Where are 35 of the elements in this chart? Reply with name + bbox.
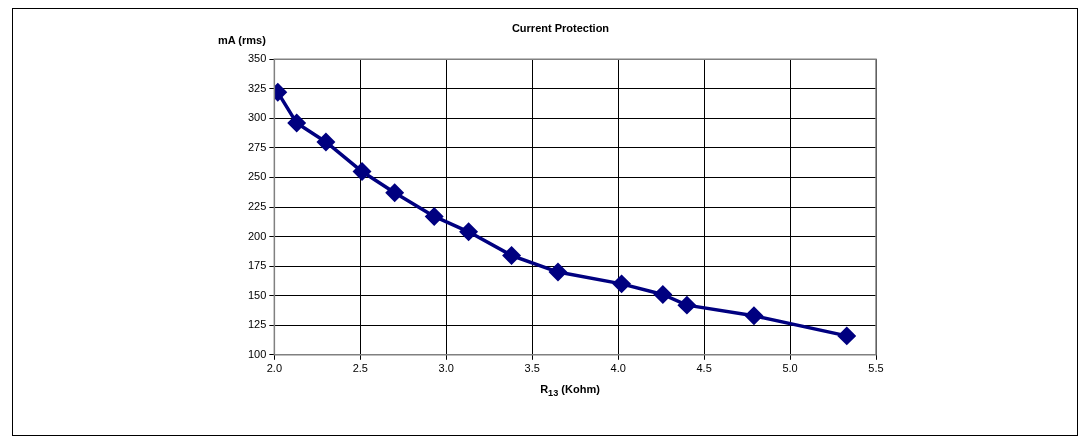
x-tick-label: 2.5: [352, 362, 368, 375]
point: [678, 296, 696, 314]
x-tick-label: 4.0: [610, 362, 626, 375]
y-tick-label: 300: [247, 111, 267, 124]
x-tick-label: 5.0: [782, 362, 798, 375]
y-tick-label: 350: [247, 52, 267, 65]
y-tick-label: 100: [247, 347, 267, 360]
y-tick-label: 250: [247, 170, 267, 183]
point: [838, 327, 856, 345]
point: [385, 184, 404, 202]
y-tick-label: 150: [247, 288, 267, 301]
point: [353, 162, 371, 181]
point: [425, 207, 443, 226]
y-tick-label: 225: [247, 200, 267, 213]
point: [745, 307, 763, 325]
x-tick-label: 4.5: [696, 362, 712, 375]
y-tick-label: 200: [247, 229, 267, 242]
y-tick-label: 325: [247, 81, 267, 94]
y-tick-label: 125: [247, 318, 267, 331]
point: [654, 285, 672, 304]
point: [459, 223, 478, 241]
point: [317, 133, 335, 151]
point: [612, 275, 631, 293]
y-tick-label: 175: [247, 259, 267, 272]
x-tick-label: 5.5: [868, 362, 884, 375]
point: [502, 246, 521, 265]
x-axis-title: R$_{13}$ (Kohm): [539, 383, 601, 399]
point: [549, 263, 567, 281]
x-tick-label: 3.0: [438, 362, 454, 375]
x-tick-label: 2.0: [266, 362, 282, 375]
y-axis-title: mA (rms): [218, 34, 266, 46]
y-tick-label: 275: [247, 140, 267, 153]
point: [287, 114, 306, 132]
chart-title: Current Protection: [511, 21, 610, 34]
x-tick-label: 3.5: [524, 362, 540, 375]
